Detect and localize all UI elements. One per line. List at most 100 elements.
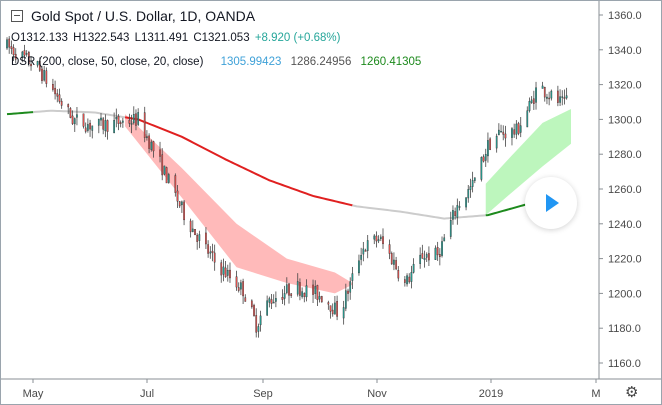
- candle-body: [21, 51, 24, 59]
- candle-body: [473, 177, 476, 181]
- candle-body: [316, 285, 319, 300]
- candle-body: [449, 220, 452, 237]
- candle-body: [290, 293, 293, 296]
- candle-body: [119, 122, 122, 124]
- candle-body: [226, 270, 229, 276]
- candle-body: [329, 305, 332, 312]
- x-tick-label: Sep: [253, 388, 273, 400]
- candle-body: [84, 127, 87, 132]
- candle-body: [60, 100, 63, 106]
- candle-body: [132, 114, 135, 124]
- candle-body: [377, 239, 380, 242]
- x-tick-label: Nov: [367, 388, 387, 400]
- candle-body: [484, 154, 487, 161]
- gear-icon[interactable]: ⚙: [625, 384, 639, 401]
- candle-body: [305, 285, 308, 298]
- candle-body: [150, 141, 153, 150]
- candle-body: [504, 133, 507, 139]
- candle-body: [563, 97, 566, 99]
- candle-body: [423, 257, 426, 260]
- candle-body: [465, 197, 467, 208]
- candle-body: [390, 253, 393, 265]
- candle-body: [6, 39, 8, 49]
- play-icon[interactable]: [525, 177, 577, 229]
- candle-body: [489, 138, 491, 150]
- candle-body: [301, 291, 303, 297]
- candle-body: [334, 302, 336, 315]
- ma200-gray: [352, 204, 486, 220]
- candle-body: [8, 38, 11, 48]
- candle-body: [495, 135, 498, 149]
- x-tick-label: May: [23, 388, 44, 400]
- candle-body: [148, 135, 150, 149]
- candle-body: [194, 229, 196, 236]
- candle-body: [419, 254, 422, 264]
- indicator-legend[interactable]: DSR (200, close, 50, close, 20, close) 1…: [11, 56, 421, 68]
- candle-body: [347, 290, 349, 294]
- candle-body: [331, 309, 334, 315]
- ohlc-close: C1321.053: [193, 32, 250, 44]
- symbol-legend: Gold Spot / U.S. Dollar, 1D, OANDA: [11, 8, 255, 24]
- x-tick-label: 2019: [479, 388, 503, 400]
- candle-body: [318, 296, 321, 300]
- candle-body: [320, 296, 323, 303]
- candle-body: [161, 154, 164, 176]
- candle-body: [91, 125, 94, 131]
- candle-body: [482, 156, 485, 162]
- candle-body: [395, 260, 397, 270]
- candle-body: [52, 84, 54, 90]
- candle-body: [452, 210, 454, 220]
- candle-body: [283, 293, 286, 299]
- ma200-start-green: [6, 111, 34, 116]
- candle-body: [270, 299, 273, 304]
- candle-body: [36, 61, 39, 66]
- candle-body: [528, 101, 531, 111]
- candle-body: [467, 189, 470, 199]
- candle-body: [224, 267, 227, 278]
- candle-body: [502, 131, 505, 135]
- candle-body: [113, 120, 115, 134]
- y-tick-label: 1320.0: [608, 80, 642, 92]
- candle-body: [469, 186, 472, 190]
- candle-body: [487, 140, 489, 157]
- candle-body: [336, 300, 338, 317]
- down-cloud: [125, 114, 353, 294]
- candle-body: [128, 119, 131, 124]
- candle-body: [299, 282, 301, 296]
- candle-body: [207, 244, 209, 254]
- candle-body: [441, 241, 443, 256]
- candle-body: [397, 269, 400, 279]
- candle-body: [360, 254, 362, 260]
- candle-body: [244, 297, 247, 302]
- candle-body: [23, 50, 26, 56]
- candle-body: [71, 115, 74, 124]
- ohlc-high: H1322.543: [73, 32, 130, 44]
- candle-body: [434, 247, 437, 260]
- candle-body: [373, 235, 376, 240]
- y-tick-label: 1180.0: [608, 323, 641, 335]
- collapse-legend-icon[interactable]: [11, 10, 23, 22]
- candle-body: [312, 284, 314, 295]
- candle-body: [30, 63, 32, 67]
- candle-body: [532, 98, 535, 104]
- candle-body: [196, 234, 199, 242]
- candle-body: [253, 305, 255, 316]
- candle-body: [250, 300, 253, 308]
- candle-body: [87, 124, 89, 131]
- candle-body: [255, 315, 258, 333]
- candle-body: [428, 253, 430, 261]
- candle-body: [327, 302, 330, 305]
- ma200-early-gray: [33, 109, 126, 119]
- candle-body: [358, 260, 360, 274]
- candle-body: [167, 174, 170, 183]
- candle-body: [480, 157, 483, 180]
- candle-body: [559, 96, 561, 103]
- candle-body: [379, 236, 382, 240]
- y-tick-label: 1160.0: [608, 358, 641, 370]
- candle-body: [191, 228, 194, 232]
- y-tick-label: 1220.0: [608, 254, 642, 266]
- candle-body: [314, 286, 317, 294]
